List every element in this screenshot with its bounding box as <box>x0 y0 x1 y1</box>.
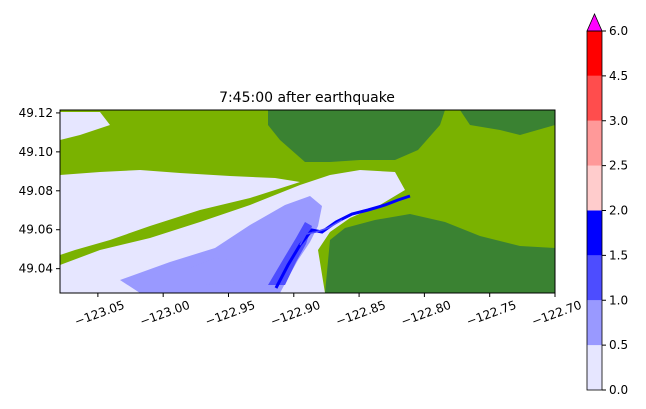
x-tick-label: −122.90 <box>269 298 323 329</box>
x-tick-label: −122.85 <box>334 298 388 329</box>
river-channel-inner <box>299 219 343 246</box>
x-tick-label: −123.00 <box>138 298 192 329</box>
x-tick-label: −122.80 <box>399 298 453 329</box>
x-tick-label: −122.70 <box>530 298 584 329</box>
colorbar-tick-label: 6.0 <box>609 24 628 38</box>
colorbar-segment <box>587 120 602 166</box>
y-tick-label: 49.12 <box>19 106 53 120</box>
flood-depth-0-0.5-west <box>60 112 110 140</box>
flood-depth-1-1.5 <box>268 222 312 285</box>
colorbar-tick-label: 0.5 <box>609 338 628 352</box>
colorbar-tick-label: 1.5 <box>609 248 628 262</box>
colorbar-extend-max <box>586 13 603 32</box>
plot-area <box>60 110 555 293</box>
flood-depth-0-0.5-north <box>60 170 300 255</box>
colorbar-tick-label: 0.0 <box>609 383 628 397</box>
colorbar-segment <box>587 31 602 76</box>
colorbar: 0.0 0.5 1.0 1.5 2.0 2.5 3.0 4.5 6.0 <box>586 13 628 397</box>
colorbar-tick-label: 2.5 <box>609 159 628 173</box>
colorbar-tick-label: 3.0 <box>609 114 628 128</box>
y-axis: 49.04 49.06 49.08 49.10 49.12 <box>19 106 60 276</box>
land-upland-southeast <box>325 214 555 293</box>
y-tick-label: 49.06 <box>19 223 53 237</box>
x-tick-label: −123.05 <box>73 298 127 329</box>
colorbar-segment <box>587 255 602 301</box>
chart-title: 7:45:00 after earthquake <box>219 90 395 106</box>
colorbar-segment <box>587 165 602 211</box>
y-tick-label: 49.08 <box>19 184 53 198</box>
land-upland-northeast <box>460 110 555 135</box>
colorbar-tick-label: 4.5 <box>609 69 628 83</box>
land-upland-north <box>268 110 445 162</box>
flood-depth-0.5-1-patch <box>190 258 245 285</box>
colorbar-tick-label: 2.0 <box>609 204 628 218</box>
x-tick-label: −122.75 <box>464 298 518 329</box>
y-tick-label: 49.10 <box>19 145 53 159</box>
colorbar-segment <box>587 75 602 121</box>
x-axis: −123.05 −123.00 −122.95 −122.90 −122.85 −122.… <box>73 293 584 329</box>
river-channel <box>274 194 411 289</box>
flood-depth-0-0.5 <box>60 170 405 293</box>
y-tick-label: 49.04 <box>19 262 53 276</box>
colorbar-segment <box>587 210 602 256</box>
flood-depth-0.5-1 <box>120 196 322 293</box>
x-tick-label: −122.95 <box>203 298 257 329</box>
colorbar-tick-label: 1.0 <box>609 293 628 307</box>
colorbar-segment <box>587 300 602 346</box>
colorbar-segment <box>587 345 602 390</box>
plot-frame <box>59 109 556 294</box>
